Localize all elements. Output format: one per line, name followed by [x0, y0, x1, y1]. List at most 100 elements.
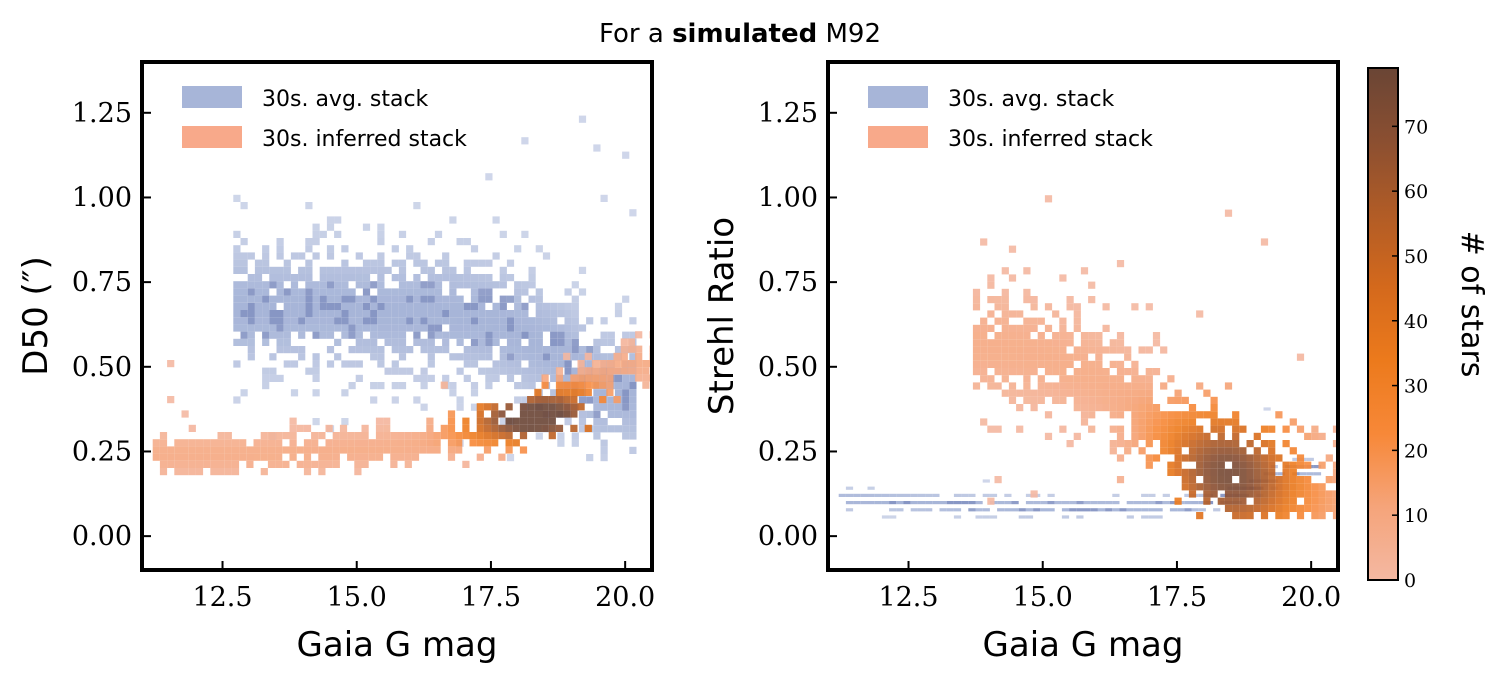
heatmap-cell	[550, 310, 558, 318]
heatmap-cell	[1030, 346, 1038, 354]
heatmap-cell	[332, 446, 340, 454]
heatmap-cell	[434, 259, 443, 267]
heatmap-cell	[1260, 490, 1269, 498]
heatmap-cell	[449, 382, 457, 390]
heatmap-cell	[564, 317, 572, 325]
heatmap-cell	[384, 367, 392, 375]
heatmap-cell	[577, 403, 585, 411]
heatmap-cell	[593, 425, 601, 433]
heatmap-cell	[563, 388, 571, 396]
heatmap-cell	[419, 446, 427, 454]
heatmap-cell	[987, 382, 995, 390]
heatmap-cell	[491, 410, 499, 418]
heatmap-cell	[512, 424, 520, 432]
heatmap-cell	[896, 501, 904, 505]
heatmap-cell	[1181, 476, 1189, 484]
heatmap-cell	[1304, 432, 1312, 440]
heatmap-cell	[1196, 483, 1204, 491]
heatmap-cell	[570, 388, 578, 396]
heatmap-cell	[1253, 461, 1261, 469]
heatmap-cell	[1073, 368, 1081, 376]
heatmap-cell	[231, 439, 240, 447]
heatmap-cell	[499, 310, 507, 318]
heatmap-cell	[332, 460, 340, 468]
heatmap-cell	[1011, 501, 1019, 505]
heatmap-cell	[1044, 339, 1053, 347]
heatmap-cell	[1275, 454, 1283, 462]
heatmap-cell	[528, 382, 536, 390]
heatmap-cell	[542, 310, 551, 318]
heatmap-cell	[1112, 501, 1120, 505]
heatmap-cell	[1138, 425, 1146, 433]
heatmap-cell	[1124, 440, 1132, 448]
heatmap-cell	[1138, 375, 1146, 383]
heatmap-cell	[159, 446, 168, 454]
heatmap-cell	[980, 368, 988, 376]
heatmap-cell	[1325, 504, 1333, 512]
heatmap-cell	[434, 346, 443, 354]
heatmap-cell	[1073, 346, 1081, 354]
heatmap-cell	[939, 508, 947, 512]
heatmap-cell	[276, 295, 284, 303]
heatmap-cell	[642, 374, 650, 382]
heatmap-cell	[262, 302, 270, 310]
heatmap-cell	[555, 374, 564, 382]
heatmap-cell	[303, 460, 312, 468]
heatmap-cell	[557, 360, 565, 368]
heatmap-cell	[1275, 411, 1283, 419]
heatmap-cell	[578, 115, 587, 123]
heatmap-cell	[606, 381, 614, 389]
heatmap-cell	[1246, 504, 1254, 512]
heatmap-cell	[311, 446, 319, 454]
heatmap-cell	[283, 331, 291, 339]
heatmap-cell	[1073, 303, 1081, 311]
heatmap-cell	[449, 216, 457, 224]
heatmap-cell	[339, 446, 348, 454]
heatmap-cell	[1239, 497, 1247, 505]
heatmap-cell	[283, 266, 291, 274]
heatmap-cell	[384, 266, 392, 274]
heatmap-cell	[1059, 389, 1067, 397]
heatmap-cell	[276, 331, 284, 339]
heatmap-cell	[1232, 468, 1240, 476]
heatmap-cell	[1289, 468, 1297, 476]
heatmap-cell	[485, 173, 493, 181]
heatmap-cell	[550, 367, 558, 375]
heatmap-cell	[514, 288, 522, 296]
heatmap-cell	[1217, 461, 1225, 469]
heatmap-cell	[1016, 368, 1024, 376]
heatmap-cell	[1001, 346, 1009, 354]
heatmap-cell	[354, 439, 362, 447]
heatmap-cell	[406, 367, 414, 375]
heatmap-cell	[348, 288, 356, 296]
heatmap-cell	[341, 274, 349, 282]
heatmap-cell	[269, 302, 277, 310]
heatmap-cell	[283, 324, 291, 332]
heatmap-cell	[980, 418, 988, 426]
heatmap-cell	[152, 453, 160, 461]
heatmap-cell	[593, 346, 601, 354]
heatmap-cell	[1095, 404, 1103, 412]
heatmap-cell	[987, 310, 995, 318]
heatmap-cell	[1073, 353, 1081, 361]
heatmap-cell	[563, 381, 571, 389]
heatmap-cell	[283, 259, 291, 267]
heatmap-cell	[1030, 353, 1038, 361]
heatmap-cell	[312, 324, 320, 332]
heatmap-cell	[548, 396, 556, 404]
heatmap-cell	[260, 432, 268, 440]
heatmap-cell	[1066, 440, 1074, 448]
heatmap-cell	[420, 338, 428, 346]
heatmap-cell	[276, 310, 284, 318]
heatmap-cell	[613, 360, 621, 368]
heatmap-cell	[326, 245, 335, 253]
heatmap-cell	[571, 367, 579, 375]
heatmap-cell	[377, 310, 385, 318]
heatmap-cell	[326, 324, 335, 332]
heatmap-cell	[1217, 497, 1225, 505]
heatmap-cell	[260, 446, 268, 454]
y-tick-label: 0.75	[72, 267, 132, 298]
heatmap-cell	[1152, 425, 1161, 433]
colorbar-tick-label: 60	[1404, 181, 1428, 203]
heatmap-cell	[1016, 310, 1024, 318]
